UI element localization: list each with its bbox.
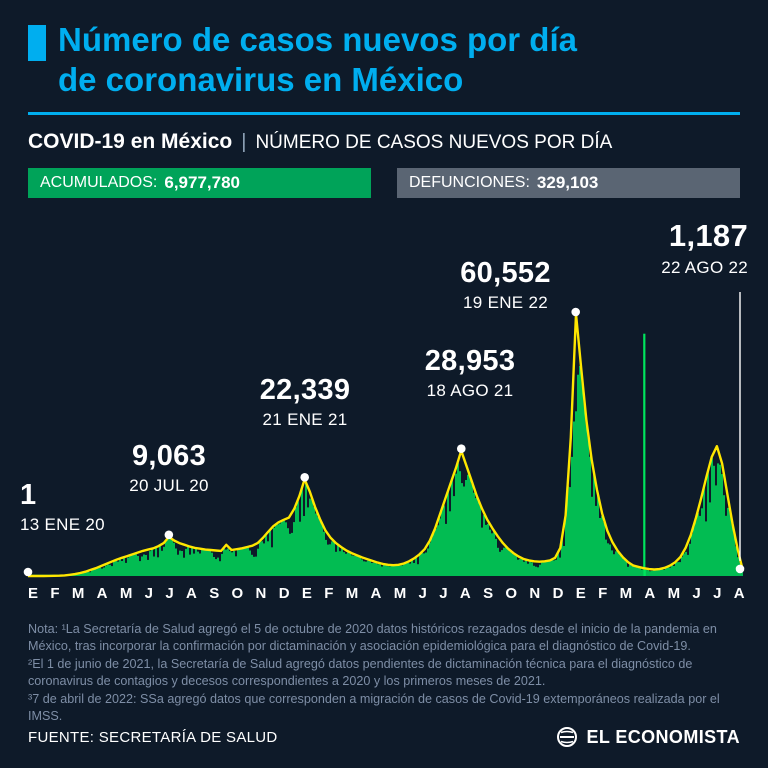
x-axis-label: S [209, 585, 220, 602]
el-economista-logo-icon [557, 727, 578, 747]
footnotes: Nota: ¹La Secretaría de Salud agregó el … [0, 621, 768, 725]
annotation-value: 1,187 [668, 218, 748, 253]
x-axis-label: A [186, 585, 197, 602]
x-axis-label: N [255, 585, 267, 602]
page-title: Número de casos nuevos por día de corona… [58, 20, 577, 100]
x-axis-label: N [529, 585, 541, 602]
annotation-value: 9,063 [131, 440, 207, 472]
footnote-2: ²El 1 de junio de 2021, la Secretaría de… [28, 656, 693, 689]
publisher-name: EL ECONOMISTA [586, 726, 740, 747]
stat-badges: ACUMULADOS: 6,977,780 DEFUNCIONES: 329,1… [28, 168, 740, 198]
accumulated-label: ACUMULADOS: [40, 174, 158, 191]
chart-title: COVID-19 en México [28, 130, 233, 153]
x-axis-label: F [50, 585, 60, 602]
x-axis-label: J [418, 585, 427, 602]
x-axis-label: M [345, 585, 359, 602]
x-axis-label: M [619, 585, 633, 602]
x-axis-label: A [370, 585, 382, 602]
annotation-value: 22,339 [259, 374, 351, 406]
deaths-value: 329,103 [536, 173, 599, 192]
footnote-1: Nota: ¹La Secretaría de Salud agregó el … [28, 622, 717, 654]
header-divider [28, 112, 740, 115]
chart-subheader: COVID-19 en México | NÚMERO DE CASOS NUE… [28, 130, 740, 154]
annotation-date: 19 ENE 22 [463, 293, 548, 313]
x-axis-label: E [28, 585, 39, 602]
chart-area: 1 13 ENE 20 9,063 20 JUL 20 22,339 21 EN… [0, 206, 768, 606]
source-credit: FUENTE: SECRETARÍA DE SALUD [28, 728, 278, 746]
x-axis-label: O [231, 585, 244, 602]
x-axis-label: F [324, 585, 334, 602]
x-axis-label: A [96, 585, 108, 602]
x-axis-label: F [598, 585, 608, 602]
annotation-value: 60,552 [460, 257, 551, 289]
x-axis-label: J [692, 585, 701, 602]
x-axis-label: J [713, 585, 722, 602]
x-axis-label: D [552, 585, 564, 602]
annotation-value: 1 [20, 479, 37, 511]
title-row: Número de casos nuevos por día de corona… [28, 20, 740, 100]
annotation-latest-value: 1,187 22 AGO 22 [661, 218, 748, 278]
x-axis-label: A [459, 585, 471, 602]
x-axis-label: O [505, 585, 518, 602]
annotation-date: 13 ENE 20 [20, 515, 105, 535]
footnote-3: ³7 de abril de 2022: SSa agregó datos qu… [28, 691, 720, 723]
annotation-peak-ago-2021: 28,953 18 AGO 21 [395, 346, 545, 401]
page-title-line2: de coronavirus en México [58, 61, 464, 98]
x-axis-label: S [483, 585, 494, 602]
x-axis-label: A [644, 585, 656, 602]
daily-cases-chart [23, 292, 745, 578]
x-axis-label: M [667, 585, 681, 602]
annotation-peak-jul-2020: 9,063 20 JUL 20 [94, 441, 244, 496]
x-axis-label: J [165, 585, 174, 602]
annotation-value: 28,953 [424, 345, 516, 377]
deaths-label: DEFUNCIONES: [409, 174, 530, 191]
x-axis-label: D [278, 585, 290, 602]
x-axis-label: M [119, 585, 133, 602]
annotation-date: 20 JUL 20 [129, 476, 209, 496]
chart-subtitle: NÚMERO DE CASOS NUEVOS POR DÍA [255, 132, 613, 153]
x-axis-label: J [439, 585, 448, 602]
accumulated-badge: ACUMULADOS: 6,977,780 [28, 168, 371, 198]
annotation-first-case: 1 13 ENE 20 [20, 480, 105, 535]
annotation-peak-ene-2021: 22,339 21 ENE 21 [230, 375, 380, 430]
annotation-peak-ene-2022: 60,552 19 ENE 22 [428, 258, 583, 313]
annotation-date: 22 AGO 22 [661, 257, 748, 277]
x-axis-label: A [733, 585, 745, 602]
publisher-brand: EL ECONOMISTA [556, 726, 740, 748]
x-axis-label: E [575, 585, 586, 602]
annotation-date: 18 AGO 21 [426, 381, 514, 401]
x-axis-label: M [71, 585, 85, 602]
x-axis-label: E [301, 585, 312, 602]
header: Número de casos nuevos por día de corona… [0, 0, 768, 198]
deaths-badge: DEFUNCIONES: 329,103 [397, 168, 740, 198]
x-axis-label: J [144, 585, 154, 602]
annotation-date: 21 ENE 21 [262, 410, 348, 430]
x-axis-label: M [393, 585, 407, 602]
page-title-line1: Número de casos nuevos por día [58, 21, 577, 58]
subheader-separator: | [241, 131, 247, 153]
footer: FUENTE: SECRETARÍA DE SALUD EL ECONOMIST… [28, 726, 740, 748]
title-accent-square [28, 25, 46, 61]
accumulated-value: 6,977,780 [164, 173, 240, 192]
